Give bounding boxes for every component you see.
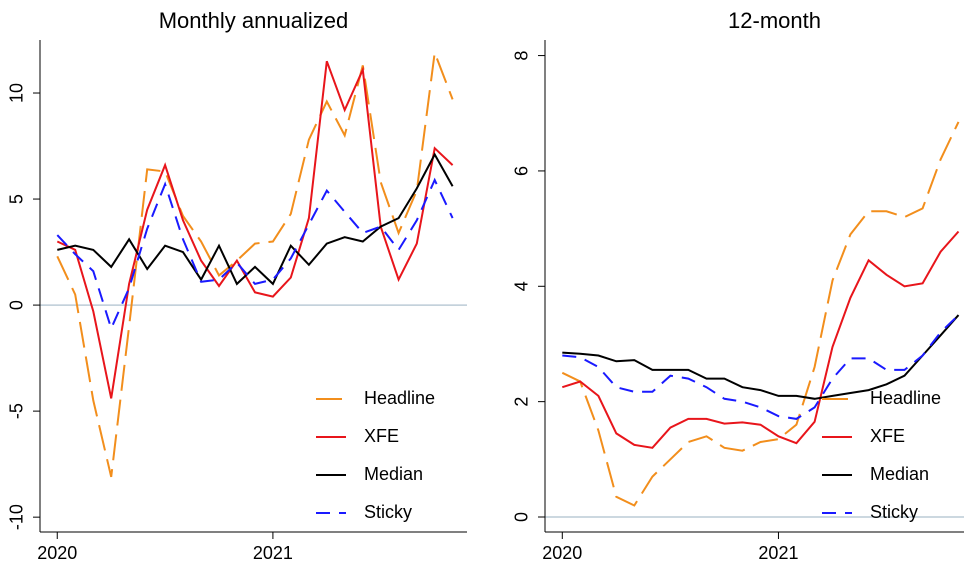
y-tick-label: 8 [512, 51, 532, 61]
y-tick-label: -5 [7, 403, 27, 419]
legend-label: Sticky [870, 502, 918, 522]
series-line [562, 314, 960, 400]
chart-title: 12-month [728, 8, 821, 33]
series-line [562, 314, 960, 420]
y-tick-label: 2 [512, 397, 532, 407]
legend-label: Headline [870, 388, 941, 408]
x-tick-label: 2020 [542, 543, 582, 563]
series-line [56, 52, 454, 478]
y-tick-label: 0 [512, 512, 532, 522]
x-tick-label: 2021 [253, 543, 293, 563]
legend-label: Headline [364, 388, 435, 408]
y-tick-label: 10 [7, 83, 27, 103]
series-line [561, 121, 960, 507]
legend-label: XFE [870, 426, 905, 446]
legend-label: Median [364, 464, 423, 484]
legend-label: XFE [364, 426, 399, 446]
y-tick-label: 6 [512, 166, 532, 176]
series-line [57, 152, 454, 286]
x-tick-label: 2021 [758, 543, 798, 563]
y-tick-label: 4 [512, 281, 532, 291]
series-line [561, 230, 960, 449]
legend-label: Sticky [364, 502, 412, 522]
series-line [56, 177, 454, 332]
y-tick-label: 5 [7, 194, 27, 204]
chart-title: Monthly annualized [159, 8, 349, 33]
y-tick-label: 0 [7, 300, 27, 310]
y-tick-label: -10 [7, 504, 27, 530]
legend-label: Median [870, 464, 929, 484]
x-tick-label: 2020 [37, 543, 77, 563]
series-line [56, 60, 454, 399]
